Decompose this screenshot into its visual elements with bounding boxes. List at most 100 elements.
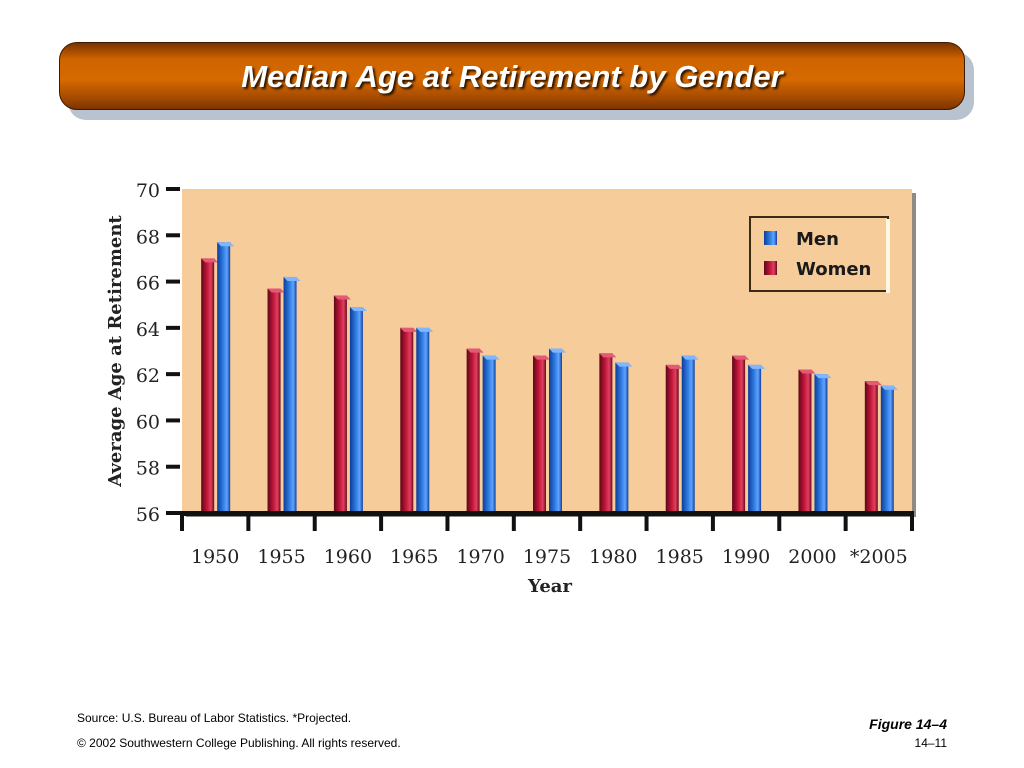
x-tick-label: 1985 [656,546,704,568]
x-tick [710,516,715,531]
bar-women-top [599,353,617,358]
bar-women-1955 [267,288,281,513]
y-axis-label-wrap: Average Age at Retirement [105,215,127,487]
x-tick-label: 1965 [390,546,438,568]
bar-men-top [615,362,633,367]
y-tick [166,279,180,284]
x-tick [578,516,583,531]
bar-men-*2005 [880,385,894,513]
bar-men-top [482,355,500,360]
x-tick [312,516,317,531]
bar-men-top [217,242,235,247]
legend-swatch [764,231,777,245]
bar-women-1985 [665,364,679,513]
bar-women-1965 [400,327,414,513]
bar-men-1965 [416,327,430,513]
x-tick-label: 1955 [257,546,305,568]
y-tick [166,511,180,515]
x-tick-label: 1970 [456,546,504,568]
bar-women-1975 [533,355,546,513]
y-tick-label: 66 [136,273,160,295]
bar-men-1985 [681,355,695,513]
y-tick-label: 62 [136,365,160,387]
x-tick-label: 2000 [788,546,836,568]
x-tick-label: 1975 [523,546,571,568]
bar-men-1960 [349,307,363,513]
x-tick [246,516,251,531]
bar-women-top [466,348,484,353]
title-bar [59,42,965,110]
x-tick [180,516,184,531]
bar-women-top [533,355,550,360]
bar-women-2000 [798,369,812,513]
bar-men-1950 [217,242,231,513]
x-tick [777,516,782,531]
y-axis-label: Average Age at Retirement [105,215,126,487]
y-tick [166,233,180,238]
legend-box [749,216,889,292]
bar-men-1955 [283,276,297,513]
x-tick-label: 1990 [722,546,770,568]
y-tick [166,418,180,423]
bar-women-top [798,369,816,374]
x-tick-label: *2005 [850,546,908,568]
bar-women-1970 [466,348,480,513]
bar-men-top [814,374,832,379]
bar-women-top [267,288,285,293]
x-tick [445,516,450,531]
x-tick [511,516,516,531]
bar-women-top [333,295,351,300]
bar-men-1990 [748,364,762,513]
bar-women-*2005 [864,381,878,513]
x-tick [379,516,384,531]
copyright-note: © 2002 Southwestern College Publishing. … [77,736,401,750]
y-tick-label: 60 [136,411,160,433]
figure-label: Figure 14–4 [869,716,947,732]
bar-men-top [880,385,898,390]
page-number: 14–11 [914,736,947,750]
bar-men-top [416,327,434,332]
bar-women-1990 [732,355,746,513]
y-tick-label: 68 [136,226,160,248]
bar-men-top [349,307,367,312]
y-tick [166,325,180,330]
bar-men-top [748,364,766,369]
bar-women-top [201,258,219,263]
legend-label: Women [796,259,871,280]
bar-men-2000 [814,374,828,513]
x-tick [843,516,848,531]
bar-women-top [732,355,750,360]
y-tick [166,372,180,377]
bar-men-1975 [549,348,562,513]
x-tick-label: 1980 [589,546,637,568]
bar-men-1970 [482,355,496,513]
bar-men-top [283,276,301,281]
bar-women-1950 [201,258,215,513]
y-tick [166,464,180,469]
legend-label: Men [796,229,839,250]
x-tick [910,516,914,531]
bar-women-top [400,327,418,332]
y-tick-label: 64 [136,319,160,341]
slide-title: Median Age at Retirement by Gender [241,59,783,94]
y-tick [166,187,180,191]
legend-swatch [764,261,777,275]
bar-men-top [549,348,566,353]
bar-women-top [665,364,683,369]
y-tick-label: 56 [136,504,160,526]
bar-women-1960 [333,295,347,513]
source-note: Source: U.S. Bureau of Labor Statistics.… [77,711,352,725]
bar-women-top [864,381,882,386]
y-tick-label: 70 [136,180,160,202]
x-tick-label: 1950 [191,546,239,568]
bar-men-top [681,355,699,360]
bar-men-1980 [615,362,629,513]
x-tick [644,516,649,531]
bar-women-1980 [599,353,613,513]
y-tick-label: 58 [136,458,160,480]
x-tick-label: 1960 [324,546,372,568]
x-axis-line [180,511,914,516]
legend-highlight [886,219,890,293]
x-axis-label: Year [528,576,572,597]
